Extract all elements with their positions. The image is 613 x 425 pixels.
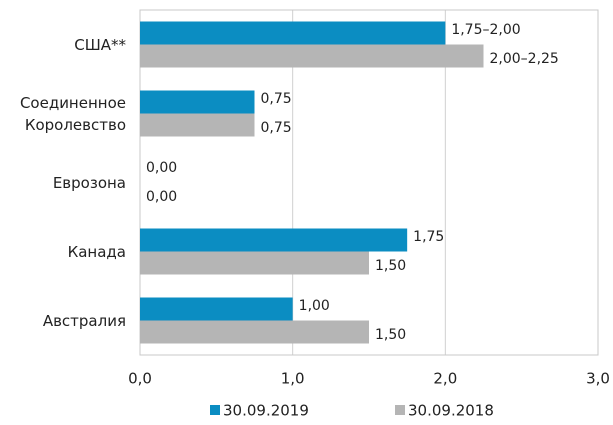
- category-label: Канада: [67, 242, 126, 261]
- bar: [140, 21, 446, 45]
- legend-label: 30.09.2018: [408, 402, 494, 420]
- bar: [140, 90, 255, 114]
- value-label: 0,75: [261, 120, 292, 136]
- x-tick-label: 3,0: [586, 370, 610, 388]
- x-tick-label: 2,0: [433, 370, 457, 388]
- legend-label: 30.09.2019: [223, 402, 309, 420]
- legend-swatch: [395, 405, 405, 415]
- bar: [140, 228, 408, 252]
- category-label: Соединенное Королевство: [19, 93, 126, 134]
- bar: [140, 320, 369, 344]
- plot-border: [139, 9, 599, 356]
- x-tick-label: 0,0: [128, 370, 152, 388]
- value-label: 2,00–2,25: [490, 51, 559, 67]
- bar: [140, 44, 484, 68]
- bar: [140, 251, 369, 275]
- value-label: 1,75–2,00: [451, 22, 520, 38]
- legend-swatch: [210, 405, 220, 415]
- category-label: США**: [74, 35, 126, 54]
- value-label: 1,50: [375, 327, 406, 343]
- value-label: 1,50: [375, 258, 406, 274]
- x-tick-label: 1,0: [281, 370, 305, 388]
- value-label: 0,00: [146, 189, 177, 205]
- category-label: Еврозона: [52, 173, 126, 192]
- value-label: 0,75: [261, 91, 292, 107]
- bar: [140, 113, 255, 137]
- value-label: 1,00: [299, 298, 330, 314]
- category-label: Австралия: [42, 311, 126, 330]
- value-label: 0,00: [146, 160, 177, 176]
- bar: [140, 297, 293, 321]
- value-label: 1,75: [413, 229, 444, 245]
